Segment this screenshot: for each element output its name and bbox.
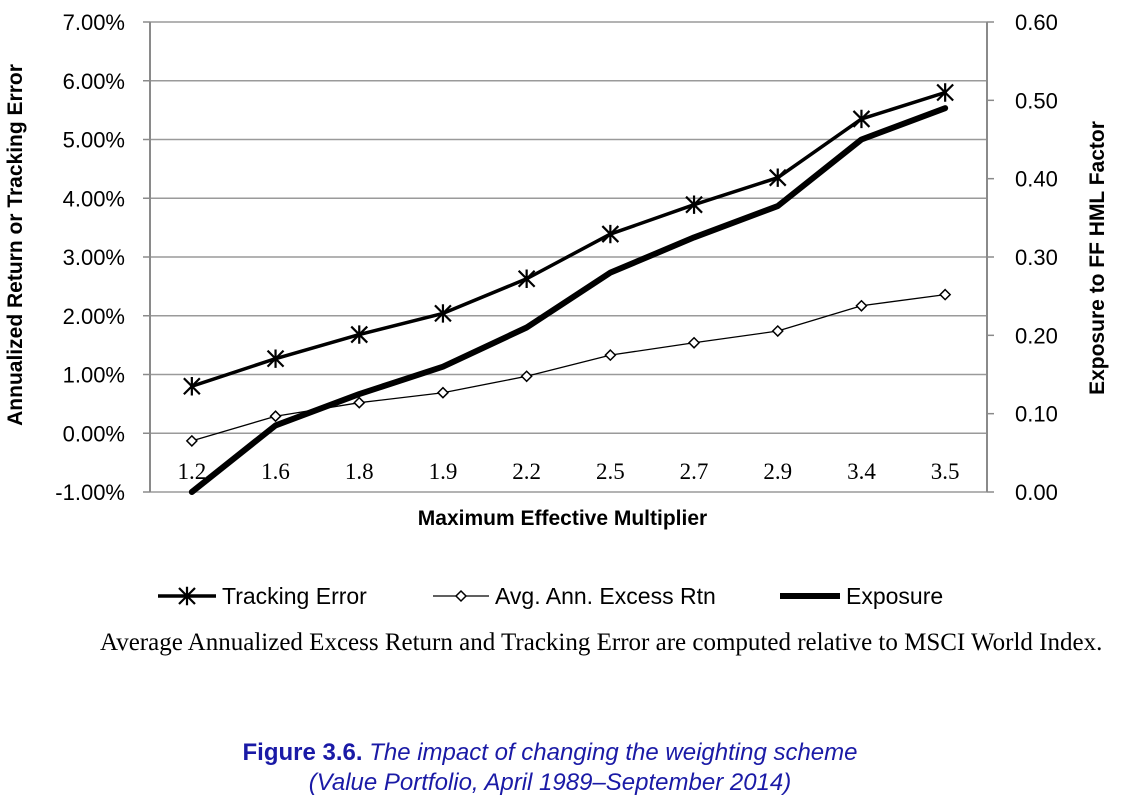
x-tick-label: 3.5 bbox=[931, 459, 960, 484]
diamond-marker bbox=[771, 324, 784, 338]
asterisk-marker bbox=[350, 325, 369, 344]
figure-title-line-1: The impact of changing the weighting sch… bbox=[369, 739, 858, 766]
x-tick-label: 1.9 bbox=[429, 459, 458, 484]
asterisk-marker bbox=[936, 83, 954, 102]
asterisk-strokes bbox=[936, 83, 954, 102]
diamond-marker bbox=[269, 410, 282, 423]
series-line bbox=[191, 293, 946, 442]
left-y-tick-labels: 7.00% 6.00% 5.00% 4.00% 3.00% 2.00% 1.00% 0.00%… bbox=[55, 10, 125, 505]
asterisk-strokes bbox=[852, 109, 871, 129]
left-y-tick-label: 7.00% bbox=[63, 10, 125, 35]
legend-label: Exposure bbox=[846, 583, 943, 609]
left-y-tick-label: -1.00% bbox=[55, 480, 125, 505]
axes bbox=[143, 21, 994, 493]
diamond-marker bbox=[185, 434, 198, 447]
y-axis-title: Annualized Return or Tracking Error bbox=[4, 64, 27, 426]
legend-item: Exposure bbox=[780, 583, 943, 609]
asterisk-marker bbox=[768, 168, 787, 187]
right-y-tick-label: 0.20 bbox=[1015, 323, 1058, 348]
right-y-tick-label: 0.60 bbox=[1015, 10, 1058, 35]
right-y-tick-label: 0.30 bbox=[1015, 245, 1058, 270]
series-line bbox=[188, 105, 949, 495]
legend: Tracking Error Avg. Ann. Excess Rtn Exposu… bbox=[158, 583, 943, 609]
x-tick-label: 1.8 bbox=[345, 459, 374, 484]
asterisk-strokes bbox=[266, 349, 285, 368]
legend-item: Avg. Ann. Excess Rtn bbox=[433, 583, 716, 609]
left-y-tick-label: 3.00% bbox=[63, 245, 125, 270]
series-tracking-error bbox=[183, 83, 954, 396]
x-tick-label: 2.9 bbox=[763, 459, 792, 484]
right-y-tick-label: 0.50 bbox=[1015, 88, 1058, 113]
left-y-tick-label: 2.00% bbox=[63, 304, 125, 329]
x-tick-label: 2.7 bbox=[680, 459, 709, 484]
asterisk-strokes bbox=[685, 195, 703, 214]
asterisk-strokes bbox=[517, 269, 536, 288]
series-exposure bbox=[188, 105, 949, 495]
legend-label: Avg. Ann. Excess Rtn bbox=[495, 583, 716, 609]
diamond-marker bbox=[604, 349, 617, 362]
diamond-marker bbox=[855, 299, 868, 312]
left-y-tick-label: 6.00% bbox=[63, 69, 125, 94]
x-axis-title: Maximum Effective Multiplier bbox=[418, 507, 707, 530]
figure-title-line-2: (Value Portfolio, April 1989–September 2… bbox=[308, 769, 792, 796]
right-y-tick-label: 0.00 bbox=[1015, 480, 1058, 505]
asterisk-strokes bbox=[434, 304, 452, 323]
left-y-tick-label: 1.00% bbox=[63, 363, 125, 388]
legend-item: Tracking Error bbox=[158, 583, 367, 609]
diamond-marker bbox=[687, 336, 701, 349]
asterisk-marker bbox=[434, 304, 452, 323]
caption-line-1: Figure 3.6. The impact of changing the w… bbox=[0, 738, 1100, 768]
diamond-marker bbox=[454, 589, 468, 603]
series-line bbox=[190, 90, 947, 388]
series-avg-ann-excess-rtn bbox=[185, 288, 952, 447]
left-y-tick-label: 5.00% bbox=[63, 128, 125, 153]
asterisk-marker bbox=[183, 377, 201, 396]
left-y-tick-label: 4.00% bbox=[63, 186, 125, 211]
asterisk-strokes bbox=[178, 586, 196, 606]
asterisk-marker bbox=[852, 109, 871, 129]
diamond-marker bbox=[939, 288, 952, 301]
asterisk-strokes bbox=[350, 325, 369, 344]
x-tick-labels: 1.2 1.6 1.8 1.9 2.2 2.5 2.7 2.9 3.4 3.5 bbox=[177, 459, 959, 484]
diamond-marker bbox=[436, 386, 450, 399]
asterisk-strokes bbox=[183, 377, 201, 396]
figure-caption: Figure 3.6. The impact of changing the w… bbox=[0, 738, 1100, 798]
right-y-tick-label: 0.40 bbox=[1015, 167, 1058, 192]
left-y-tick-label: 0.00% bbox=[63, 421, 125, 446]
x-tick-label: 1.6 bbox=[261, 459, 290, 484]
line-chart: 7.00% 6.00% 5.00% 4.00% 3.00% 2.00% 1.00% 0.00%… bbox=[4, 10, 1109, 609]
right-y-tick-label: 0.10 bbox=[1015, 402, 1058, 427]
y2-axis-title: Exposure to FF HML Factor bbox=[1086, 121, 1109, 395]
right-y-tick-labels: 0.60 0.50 0.40 0.30 0.20 0.10 0.00 bbox=[1015, 10, 1058, 505]
asterisk-marker bbox=[685, 195, 703, 214]
diamond-marker bbox=[520, 370, 533, 383]
asterisk-marker bbox=[601, 224, 620, 244]
asterisk-marker bbox=[178, 586, 196, 606]
asterisk-strokes bbox=[768, 168, 787, 187]
x-tick-label: 3.4 bbox=[847, 459, 876, 484]
asterisk-marker bbox=[266, 349, 285, 368]
diamond-marker bbox=[353, 396, 366, 409]
legend-label: Tracking Error bbox=[222, 583, 367, 609]
figure-number: Figure 3.6. bbox=[242, 739, 363, 766]
footnote: Average Annualized Excess Return and Tra… bbox=[100, 629, 1103, 656]
x-tick-label: 2.5 bbox=[596, 459, 625, 484]
asterisk-marker bbox=[517, 269, 536, 288]
asterisk-strokes bbox=[601, 224, 620, 244]
x-tick-label: 2.2 bbox=[512, 459, 541, 484]
x-tick-label: 1.2 bbox=[177, 459, 206, 484]
series-group bbox=[183, 83, 954, 495]
